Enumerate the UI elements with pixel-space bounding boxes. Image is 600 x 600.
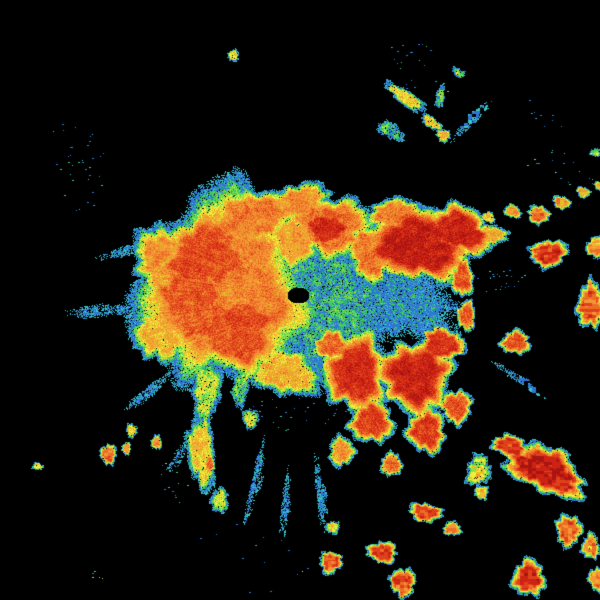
radar-canvas bbox=[0, 0, 600, 600]
radar-reflectivity-display bbox=[0, 0, 600, 600]
